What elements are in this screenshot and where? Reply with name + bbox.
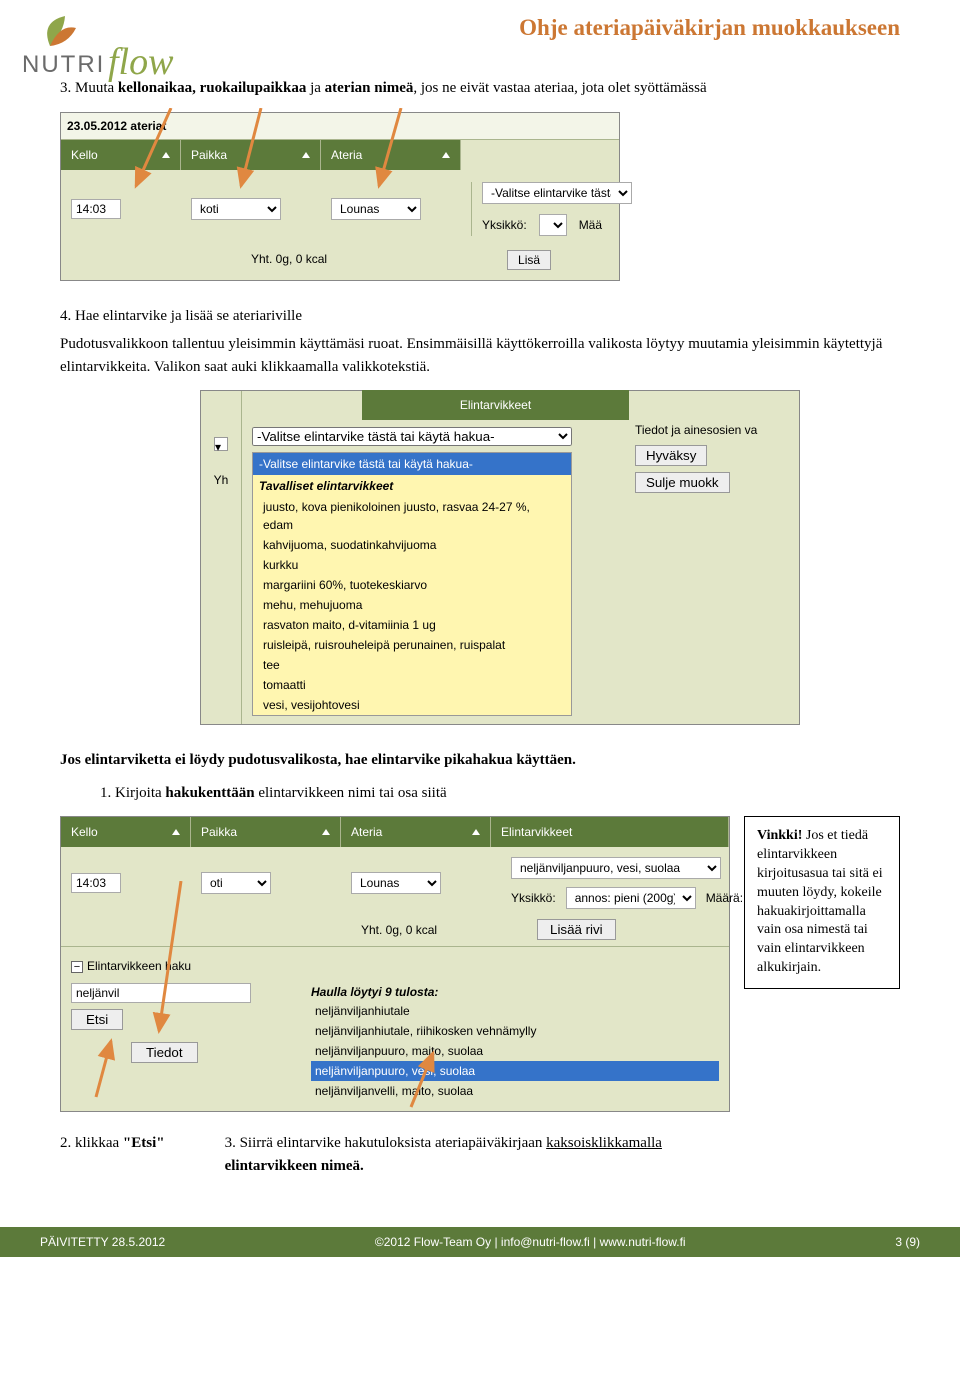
search-header: Elintarvikkeen haku	[87, 959, 191, 973]
paikka-select[interactable]: koti	[191, 198, 281, 220]
col-kello[interactable]: Kello	[61, 140, 181, 170]
lisaa-button[interactable]: Lisä	[507, 250, 551, 270]
dd-item[interactable]: rasvaton maito, d-vitamiinia 1 ug	[253, 615, 571, 635]
date-bar: 23.05.2012 ateriat	[61, 113, 619, 140]
yht-label: Yht. 0g, 0 kcal	[361, 921, 437, 939]
etsi-button[interactable]: Etsi	[71, 1009, 123, 1030]
col-elint[interactable]: Elintarvikkeet	[491, 817, 729, 847]
svg-text:flow: flow	[108, 41, 174, 83]
dropdown-handle[interactable]: ▾	[214, 437, 228, 451]
tip-box: Vinkki! Jos et tiedä elintarvikkeen kirj…	[744, 816, 900, 989]
paikka-select[interactable]: oti	[201, 872, 271, 894]
chevron-up-icon	[442, 152, 450, 158]
footer-pagenum: 3 (9)	[895, 1235, 920, 1249]
pikahaku-intro: Jos elintarviketta ei löydy pudotusvalik…	[60, 749, 900, 772]
col-ateria[interactable]: Ateria	[321, 140, 461, 170]
logo: NUTRI flow	[20, 10, 210, 90]
yht-label: Yht. 0g, 0 kcal	[251, 250, 327, 270]
screenshot-mealrow: 23.05.2012 ateriat Kello Paikka Ateria k…	[60, 112, 620, 281]
dd-item[interactable]: tee	[253, 655, 571, 675]
dd-item[interactable]: mehu, mehujuoma	[253, 595, 571, 615]
tiedot-label: Tiedot ja ainesosien va	[635, 421, 793, 439]
yksikko-label: Yksikkö:	[482, 216, 527, 234]
footer-updated: PÄIVITETTY 28.5.2012	[40, 1235, 165, 1249]
dd-item[interactable]: tomaatti	[253, 675, 571, 695]
col-kello[interactable]: Kello	[61, 817, 191, 847]
tiedot-button[interactable]: Tiedot	[131, 1042, 198, 1063]
step3-text: 3. Siirrä elintarvike hakutuloksista ate…	[225, 1132, 705, 1177]
dd-item[interactable]: kurkku	[253, 555, 571, 575]
result-item[interactable]: neljänviljanpuuro, maito, suolaa	[311, 1041, 719, 1061]
time-input[interactable]	[71, 199, 121, 219]
chevron-up-icon	[162, 152, 170, 158]
chevron-up-icon	[172, 829, 180, 835]
dropdown-list[interactable]: -Valitse elintarvike tästä tai käytä hak…	[252, 452, 572, 716]
elintarvikkeet-header: Elintarvikkeet	[362, 390, 629, 420]
tuote-select[interactable]: -Valitse elintarvike tästä	[482, 182, 632, 204]
pikahaku-step1: 1. Kirjoita hakukenttään elintarvikkeen …	[60, 782, 900, 805]
search-input[interactable]	[71, 983, 251, 1003]
dd-item[interactable]: juusto, kova pienikoloinen juusto, rasva…	[253, 497, 571, 535]
step2-text: 2. klikkaa "Etsi"	[60, 1132, 165, 1177]
ateria-select[interactable]: Lounas	[331, 198, 421, 220]
chevron-up-icon	[472, 829, 480, 835]
tuote-select[interactable]: neljänviljanpuuro, vesi, suolaa	[511, 857, 721, 879]
dd-item[interactable]: vesi, vesijohtovesi	[253, 695, 571, 715]
dd-item[interactable]: kahvijuoma, suodatinkahvijuoma	[253, 535, 571, 555]
maara-label: Mää	[579, 216, 602, 234]
result-item-selected[interactable]: neljänviljanpuuro, vesi, suolaa	[311, 1061, 719, 1081]
hyvaksy-button[interactable]: Hyväksy	[635, 445, 707, 466]
chevron-up-icon	[322, 829, 330, 835]
col-paikka[interactable]: Paikka	[181, 140, 321, 170]
col-paikka[interactable]: Paikka	[191, 817, 341, 847]
result-item[interactable]: neljänviljanvelli, maito, suolaa	[311, 1081, 719, 1101]
yksikko-label: Yksikkö:	[511, 889, 556, 907]
step4-heading: 4. Hae elintarvike ja lisää se ateriariv…	[60, 305, 900, 328]
sulje-button[interactable]: Sulje muokk	[635, 472, 730, 493]
collapse-icon[interactable]: −	[71, 961, 83, 973]
food-select[interactable]: -Valitse elintarvike tästä tai käytä hak…	[252, 427, 572, 446]
ateria-select[interactable]: Lounas	[351, 872, 441, 894]
yksikko-select[interactable]	[539, 214, 567, 236]
yh-label: Yh	[214, 471, 229, 489]
time-input[interactable]	[71, 873, 121, 893]
chevron-up-icon	[302, 152, 310, 158]
step4-para: Pudotusvalikkoon tallentuu yleisimmin kä…	[60, 333, 900, 378]
dropdown-title: Tavalliset elintarvikkeet	[253, 475, 571, 497]
dd-item[interactable]: ruisleipä, ruisrouheleipä perunainen, ru…	[253, 635, 571, 655]
footer-copyright: ©2012 Flow-Team Oy | info@nutri-flow.fi …	[375, 1235, 686, 1249]
nutriflow-logo: NUTRI flow	[20, 10, 210, 90]
lisaa-rivi-button[interactable]: Lisää rivi	[537, 919, 616, 940]
dropdown-blue-row[interactable]: -Valitse elintarvike tästä tai käytä hak…	[253, 453, 571, 475]
dd-item[interactable]: margariini 60%, tuotekeskiarvo	[253, 575, 571, 595]
results-count: Haulla löytyi 9 tulosta:	[311, 983, 719, 1001]
result-item[interactable]: neljänviljanhiutale	[311, 1001, 719, 1021]
svg-text:NUTRI: NUTRI	[22, 51, 105, 78]
maara-label: Määrä:	[706, 889, 743, 907]
screenshot-search: Kello Paikka Ateria Elintarvikkeet oti L…	[60, 816, 730, 1112]
page-footer: PÄIVITETTY 28.5.2012 ©2012 Flow-Team Oy …	[0, 1227, 960, 1257]
result-item[interactable]: neljänviljanhiutale, riihikosken vehnämy…	[311, 1021, 719, 1041]
col-ateria[interactable]: Ateria	[341, 817, 491, 847]
annos-select[interactable]: annos: pieni (200g)	[566, 887, 696, 909]
screenshot-dropdown: ▾ Yh Elintarvikkeet -Valitse elintarvike…	[200, 390, 800, 725]
